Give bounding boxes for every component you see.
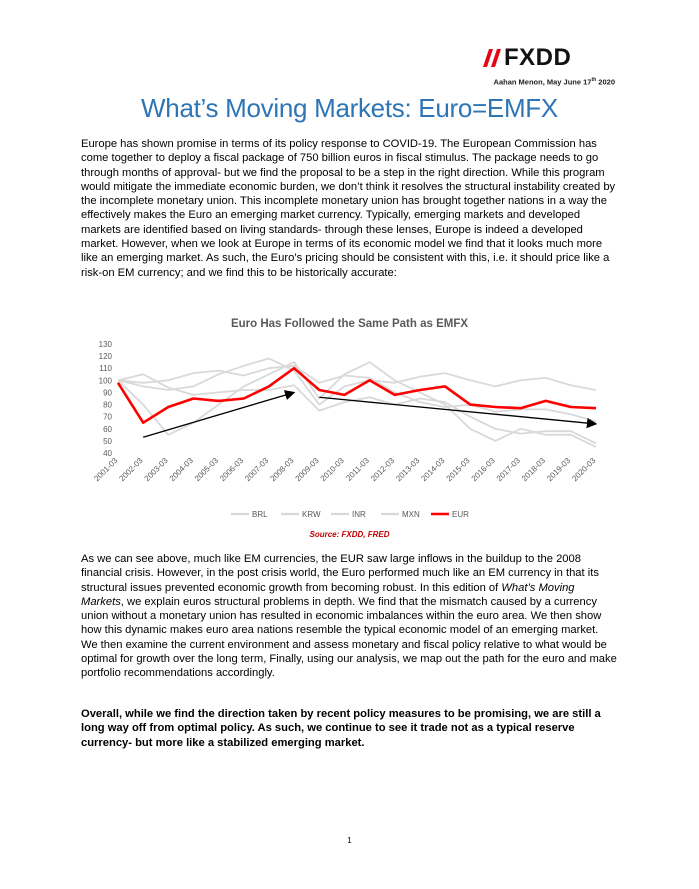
y-tick-label: 130 (99, 340, 113, 349)
x-tick-label: 2002-03 (117, 456, 145, 484)
intro-paragraph: Europe has shown promise in terms of its… (81, 138, 616, 279)
series-line-mxn (117, 373, 597, 445)
x-tick-label: 2016-03 (470, 456, 498, 484)
author-date-suffix: th (591, 77, 597, 83)
x-tick-label: 2019-03 (545, 456, 573, 484)
trend-arrows (142, 390, 598, 438)
x-tick-label: 2017-03 (495, 456, 523, 484)
y-tick-label: 100 (99, 376, 113, 385)
author-name-date: Aahan Menon, May June 17 (493, 77, 592, 87)
x-tick-label: 2009-03 (294, 456, 322, 484)
analysis-text-2: , we explain euros structural problems i… (81, 595, 617, 680)
x-axis: 2001-032002-032003-032004-032005-032006-… (92, 456, 598, 484)
y-tick-label: 70 (103, 413, 112, 422)
page-title: What’s Moving Markets: Euro=EMFX (141, 93, 558, 123)
y-tick-label: 60 (103, 425, 112, 434)
author-line: Aahan Menon, May June 17th 2020 (494, 77, 615, 87)
series-line-inr (117, 364, 597, 423)
series-lines (116, 357, 597, 448)
x-tick-label: 2007-03 (243, 456, 271, 484)
y-axis-labels: 40 50 60 70 80 90 100 110 120 130 (99, 340, 113, 458)
publication-name: What’s Moving Markets (81, 581, 575, 608)
legend-label-brl: BRL (252, 510, 268, 519)
series-line-eur (116, 366, 597, 424)
chart-title: Euro Has Followed the Same Path as EMFX (230, 318, 469, 330)
conclusion-paragraph: Overall, while we find the direction tak… (81, 708, 601, 749)
x-tick-label: 2013-03 (394, 456, 422, 484)
legend-label-mxn: MXN (402, 510, 420, 519)
series-line-brl (117, 361, 597, 448)
x-tick-label: 2003-03 (143, 456, 171, 484)
y-tick-label: 90 (103, 388, 112, 397)
x-tick-label: 2006-03 (218, 456, 246, 484)
y-tick-label: 80 (103, 401, 112, 410)
legend-label-inr: INR (352, 510, 366, 519)
y-tick-label: 40 (103, 449, 112, 458)
x-tick-label: 2005-03 (193, 456, 221, 484)
legend-label-krw: KRW (302, 510, 321, 519)
author-year: 2020 (596, 77, 615, 87)
chart-legend: BRL KRW INR MXN EUR (231, 510, 469, 519)
x-tick-label: 2020-03 (570, 456, 598, 484)
chart-source: Source: FXDD, FRED (309, 530, 390, 539)
x-tick-label: 2011-03 (344, 456, 371, 483)
x-tick-label: 2004-03 (168, 456, 196, 484)
analysis-paragraph: As we can see above, much like EM curren… (81, 552, 617, 681)
x-tick-label: 2010-03 (319, 456, 347, 484)
x-tick-label: 2014-03 (419, 456, 447, 484)
x-tick-label: 2018-03 (520, 456, 548, 484)
fxdd-logo: FXDD (483, 45, 593, 71)
fxdd-slash-mark-icon (483, 49, 501, 67)
series-line-krw (117, 357, 597, 406)
x-tick-label: 2001-03 (92, 456, 120, 484)
analysis-text-1: As we can see above, much like EM curren… (81, 553, 599, 594)
x-tick-label: 2012-03 (369, 456, 397, 484)
logo-wordmark: FXDD (504, 44, 572, 71)
page-number: 1 (347, 836, 352, 845)
y-tick-label: 50 (103, 437, 112, 446)
trend-arrow (319, 396, 598, 429)
x-tick-label: 2015-03 (445, 456, 473, 484)
y-tick-label: 120 (99, 352, 113, 361)
trend-arrow (142, 390, 296, 438)
x-tick-label: 2008-03 (268, 456, 296, 484)
y-tick-label: 110 (99, 364, 112, 373)
legend-label-eur: EUR (452, 510, 469, 519)
